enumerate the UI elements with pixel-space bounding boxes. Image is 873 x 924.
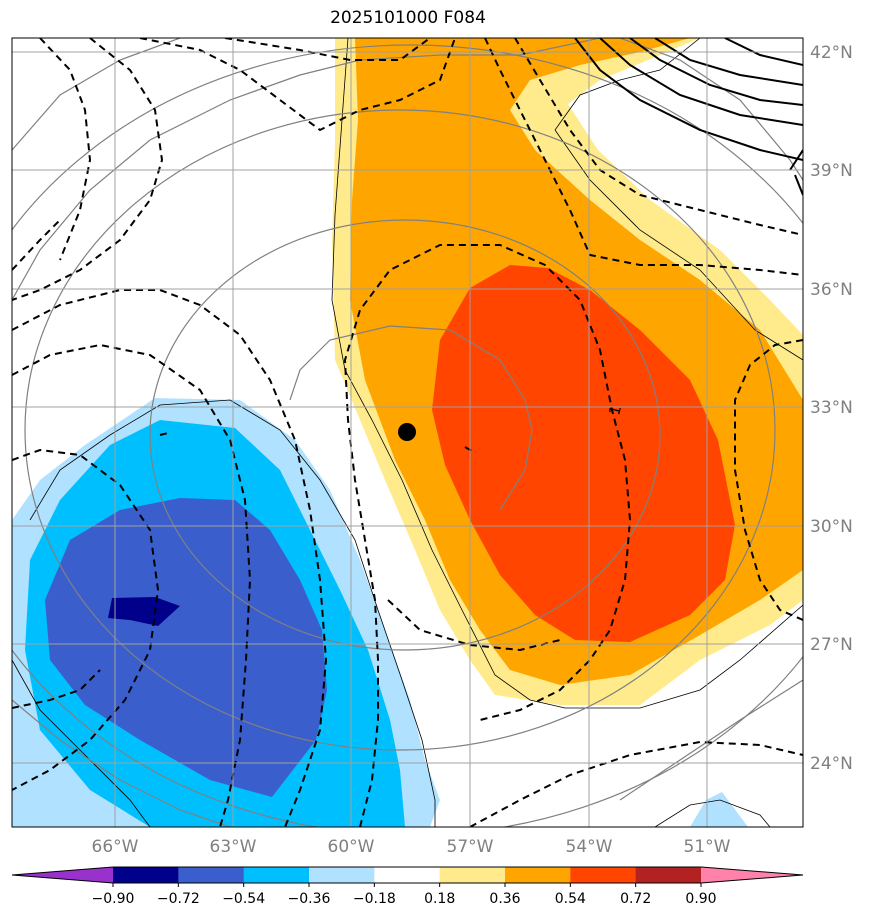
lat-tick-label: 42°N: [810, 43, 853, 63]
lat-tick-label: 39°N: [810, 161, 853, 181]
colorbar-segment: [243, 867, 310, 883]
lon-tick-label: 66°W: [92, 837, 139, 857]
colorbar-tick-label: 0.72: [620, 891, 651, 907]
solid-contours: [574, 38, 803, 196]
lon-tick-label: 57°W: [447, 837, 494, 857]
lat-tick-label: 33°N: [810, 398, 853, 418]
fill-pos-054: [432, 265, 735, 642]
colorbar-tick-label: 0.54: [555, 891, 586, 907]
fill-neg-072: [108, 597, 180, 626]
colorbar-segment: [309, 867, 375, 883]
lat-tick-labels: 42°N 39°N 36°N 33°N 30°N 27°N 24°N: [810, 43, 853, 774]
lat-tick-label: 24°N: [810, 754, 853, 774]
colorbar-tick-label: 0.90: [685, 891, 716, 907]
colorbar-segment: [635, 867, 702, 883]
gray-contours: [12, 38, 803, 827]
colorbar-segment: [570, 867, 637, 883]
colorbar-segment: [505, 867, 571, 883]
map-frame: [11, 37, 804, 828]
lat-tick-label: 36°N: [810, 280, 853, 300]
colorbar-tick-label: −0.72: [157, 891, 200, 907]
lon-tick-labels: 66°W 63°W 60°W 57°W 54°W 51°W: [92, 837, 731, 857]
colorbar: −0.90 −0.72 −0.54 −0.36 −0.18 0.18 0.36 0.54 0.7…: [11, 866, 804, 907]
zero-contours: [12, 38, 803, 827]
colorbar-tick-label: 0.36: [489, 891, 520, 907]
storm-center-marker: [398, 423, 416, 441]
colorbar-tick-label: −0.90: [92, 891, 135, 907]
contour-label: 1: [605, 403, 625, 417]
colorbar-segment: [178, 867, 245, 883]
colorbar-segment: [113, 867, 179, 883]
dashed-contours: [12, 38, 803, 827]
colorbar-tick-label: −0.54: [222, 891, 265, 907]
lon-tick-label: 54°W: [566, 837, 613, 857]
lat-tick-label: 27°N: [810, 635, 853, 655]
colorbar-extend-right: [701, 867, 803, 883]
colorbar-tick-label: −0.18: [353, 891, 396, 907]
lon-tick-label: 63°W: [210, 837, 257, 857]
colorbar-tick-label: 0.18: [424, 891, 455, 907]
colorbar-segment: [374, 867, 441, 883]
colorbar-tick-label: −0.36: [288, 891, 331, 907]
graticule: [12, 38, 803, 827]
colorbar-extend-left: [12, 867, 113, 883]
lon-tick-label: 60°W: [328, 837, 375, 857]
map-title: 2025101000 F084: [330, 8, 486, 28]
fill-neg-small: [690, 792, 748, 827]
lat-tick-label: 30°N: [810, 517, 853, 537]
lon-tick-label: 51°W: [684, 837, 731, 857]
colorbar-segment: [439, 867, 506, 883]
